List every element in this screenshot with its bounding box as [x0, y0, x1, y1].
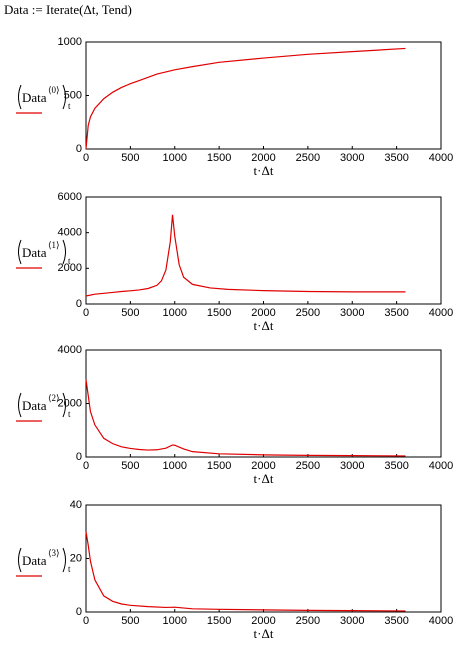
- data-line: [85, 214, 406, 297]
- x-tick-label: 3000: [340, 615, 364, 627]
- plot-frame: [85, 196, 442, 305]
- y-tick-label: 4000: [58, 227, 82, 239]
- y-tick-label: 6000: [58, 191, 82, 203]
- x-tick-label: 1000: [163, 460, 187, 472]
- y-tick-label: 4000: [58, 344, 82, 356]
- x-tick-label: 0: [83, 307, 89, 319]
- y-tick-label: 500: [64, 89, 82, 101]
- x-tick-label: 4000: [429, 152, 453, 164]
- y-label-sup: ⟨1⟩: [48, 240, 60, 250]
- data-line: [85, 531, 406, 612]
- x-tick-label: 4000: [429, 460, 453, 472]
- x-tick-label: 3000: [340, 152, 364, 164]
- y-label-sub: t: [68, 409, 71, 419]
- x-tick-label: 0: [83, 460, 89, 472]
- x-tick-label: 3000: [340, 460, 364, 472]
- x-tick-label: 1500: [207, 460, 231, 472]
- x-tick-label: 2500: [296, 152, 320, 164]
- x-tick-label: 1500: [207, 307, 231, 319]
- x-tick-label: 1500: [207, 152, 231, 164]
- x-tick-label: 500: [121, 152, 139, 164]
- y-tick-label: 40: [70, 499, 82, 511]
- x-axis-label: t·Δt: [254, 318, 274, 333]
- y-label-sup: ⟨2⟩: [48, 393, 60, 403]
- x-tick-label: 3500: [384, 615, 408, 627]
- data-line: [85, 379, 406, 457]
- x-tick-label: 1000: [163, 615, 187, 627]
- paren: [18, 239, 22, 265]
- y-tick-label: 0: [76, 298, 82, 310]
- y-tick-label: 0: [76, 451, 82, 463]
- paren: [62, 547, 66, 573]
- paren: [18, 547, 22, 573]
- x-tick-label: 2000: [251, 460, 275, 472]
- x-tick-label: 500: [121, 307, 139, 319]
- x-tick-label: 1000: [163, 307, 187, 319]
- x-tick-label: 2000: [251, 152, 275, 164]
- y-label-sup: ⟨3⟩: [48, 548, 60, 558]
- paren: [62, 84, 66, 110]
- y-label-sub: t: [68, 101, 71, 111]
- x-tick-label: 4000: [429, 307, 453, 319]
- x-tick-label: 500: [121, 615, 139, 627]
- paren: [18, 84, 22, 110]
- x-tick-label: 3500: [384, 152, 408, 164]
- x-tick-label: 3000: [340, 307, 364, 319]
- paren: [62, 239, 66, 265]
- x-tick-label: 0: [83, 152, 89, 164]
- x-axis-label: t·Δt: [254, 163, 274, 178]
- x-axis-label: t·Δt: [254, 471, 274, 486]
- y-tick-label: 0: [76, 143, 82, 155]
- x-tick-label: 2000: [251, 615, 275, 627]
- y-label-base: Data: [22, 553, 47, 568]
- x-tick-label: 500: [121, 460, 139, 472]
- y-label-sub: t: [68, 564, 71, 574]
- paren: [18, 392, 22, 418]
- y-tick-label: 0: [76, 606, 82, 618]
- y-label-base: Data: [22, 245, 47, 260]
- x-tick-label: 2500: [296, 307, 320, 319]
- x-tick-label: 2000: [251, 307, 275, 319]
- x-tick-label: 1000: [163, 152, 187, 164]
- y-tick-label: 20: [70, 552, 82, 564]
- plot-frame: [85, 504, 442, 613]
- data-line: [85, 47, 406, 150]
- y-label-base: Data: [22, 398, 47, 413]
- y-label-sub: t: [68, 256, 71, 266]
- y-tick-label: 1000: [58, 36, 82, 48]
- y-tick-label: 2000: [58, 262, 82, 274]
- x-tick-label: 0: [83, 615, 89, 627]
- y-label-sup: ⟨0⟩: [48, 85, 60, 95]
- x-tick-label: 1500: [207, 615, 231, 627]
- formula: Data := Iterate(Δt, Tend): [4, 2, 132, 17]
- paren: [62, 392, 66, 418]
- x-tick-label: 3500: [384, 460, 408, 472]
- x-tick-label: 2500: [296, 615, 320, 627]
- x-tick-label: 2500: [296, 460, 320, 472]
- y-tick-label: 2000: [58, 397, 82, 409]
- x-tick-label: 3500: [384, 307, 408, 319]
- x-tick-label: 4000: [429, 615, 453, 627]
- y-label-base: Data: [22, 90, 47, 105]
- plot-frame: [85, 349, 442, 458]
- x-axis-label: t·Δt: [254, 626, 274, 641]
